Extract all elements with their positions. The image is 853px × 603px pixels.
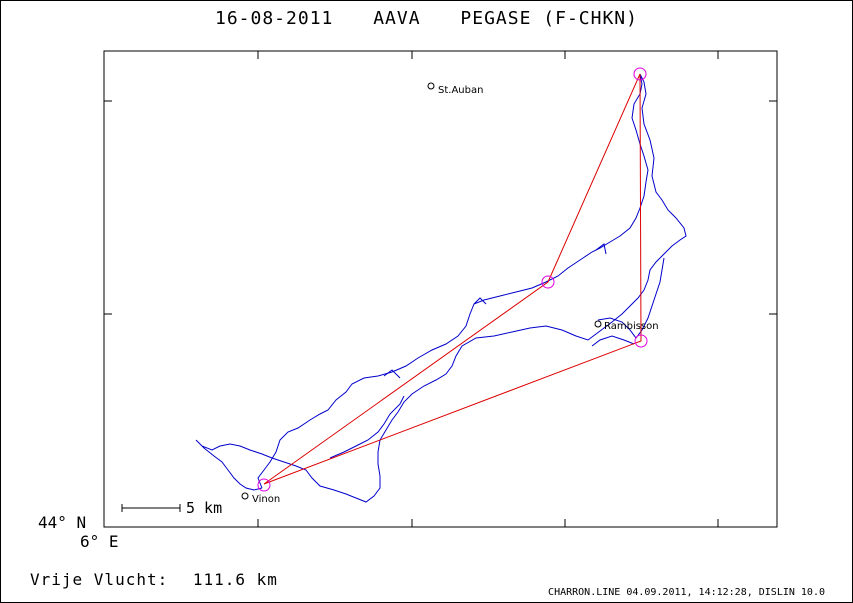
scale-bar-label: 5 km [186, 499, 222, 517]
distance-summary: Vrije Vlucht: 111.6 km [30, 570, 278, 589]
turnpoint-marker [541, 275, 555, 289]
distance-value: 111.6 km [192, 570, 278, 589]
place-label-st-auban: St.Auban [438, 85, 483, 96]
place-label-rambisson: Rambisson [604, 321, 659, 332]
place-marker-rambisson [594, 320, 602, 328]
place-label-vinon: Vinon [252, 494, 280, 505]
flight-track-extra [329, 243, 665, 459]
latitude-label: 44° N [38, 513, 87, 532]
turnpoints [257, 67, 648, 492]
turnpoint-marker [634, 334, 648, 348]
longitude-label: 6° E [80, 532, 119, 551]
turnpoint-marker [633, 67, 647, 81]
place-marker-st-auban [427, 82, 435, 90]
map-frame [103, 50, 778, 528]
distance-label: Vrije Vlucht: [30, 570, 169, 589]
club-name: AAVA [373, 8, 421, 29]
axis-ticks [104, 51, 777, 527]
place-markers [241, 82, 602, 500]
glider-name: PEGASE (F-CHKN) [460, 8, 638, 29]
footer-info: CHARRON.LINE 04.09.2011, 14:12:28, DISLI… [548, 587, 825, 598]
task-route [263, 73, 642, 485]
flight-date: 16-08-2011 [215, 8, 334, 29]
scale-bar [121, 504, 181, 512]
turnpoint-marker [257, 478, 271, 492]
flight-track [195, 73, 687, 503]
page-title: 16-08-2011 AAVA PEGASE (F-CHKN) [0, 8, 853, 29]
place-marker-vinon [241, 492, 249, 500]
